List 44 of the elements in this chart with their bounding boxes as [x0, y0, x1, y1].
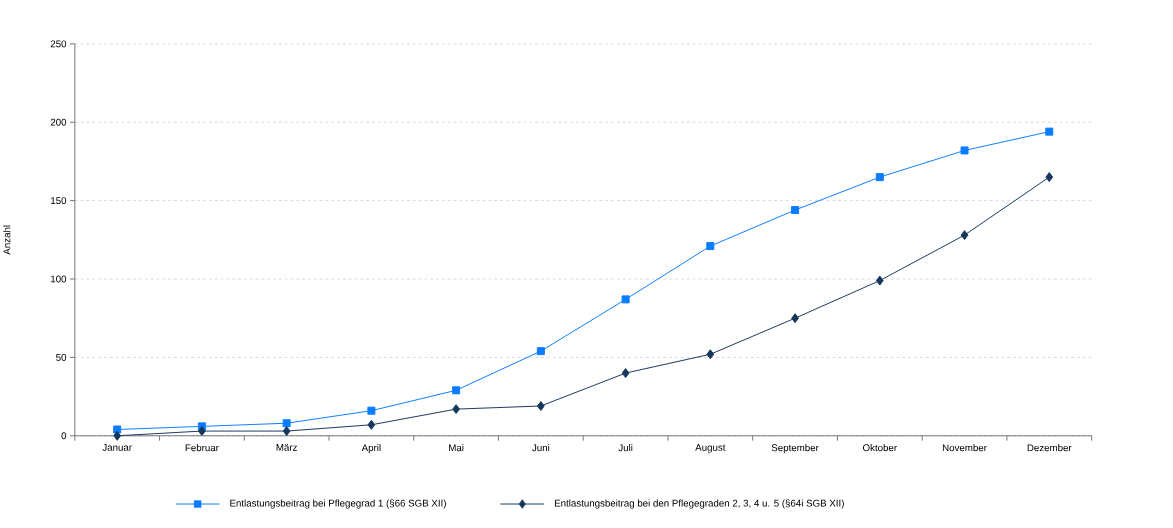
x-tick-label: Juni [532, 443, 550, 452]
y-tick-label: 50 [56, 353, 67, 361]
x-tick-label: Juli [618, 443, 633, 452]
x-tick-label: Mai [449, 443, 464, 452]
legend-label: Entlastungsbeitrag bei den Pflegegraden 2, 3, 4 u. 5 (§64i SGB XII) [554, 499, 844, 509]
y-tick-label: 250 [50, 40, 67, 48]
point [791, 205, 800, 214]
point [621, 367, 630, 378]
point [1045, 171, 1054, 182]
point [621, 295, 630, 304]
point [960, 146, 969, 155]
x-tick-label: August [695, 443, 726, 453]
y-axis-title: Anzahl [3, 225, 11, 255]
x-tick-label: März [276, 443, 297, 451]
point [367, 406, 376, 415]
point [113, 430, 122, 441]
y-tick-label: 200 [50, 118, 67, 126]
x-tick-label: Februar [185, 443, 219, 452]
point [452, 403, 460, 414]
x-tick-label: November [942, 443, 987, 452]
point [706, 241, 715, 250]
point [791, 313, 799, 323]
point [282, 419, 291, 428]
point [1045, 127, 1054, 136]
x-tick-label: April [361, 443, 381, 453]
point [198, 425, 206, 436]
y-tick-label: 100 [51, 275, 67, 283]
legend-label: Entlastungsbeitrag bei Pflegegrad 1 (§66 SGB XII) [230, 499, 446, 509]
x-tick-label: Oktober [862, 443, 897, 452]
x-tick-label: Dezember [1027, 443, 1072, 452]
point [367, 419, 376, 430]
point [875, 275, 884, 286]
y-tick-label: 150 [51, 197, 67, 204]
point [537, 400, 545, 411]
point [113, 425, 122, 434]
point [282, 425, 291, 436]
x-tick-label: Januar [102, 443, 132, 451]
y-tick-label: 0 [61, 432, 67, 440]
point [875, 172, 884, 181]
point [960, 229, 969, 240]
x-tick-label: September [771, 443, 819, 453]
point [452, 386, 461, 395]
point [706, 349, 715, 360]
point [536, 346, 545, 355]
